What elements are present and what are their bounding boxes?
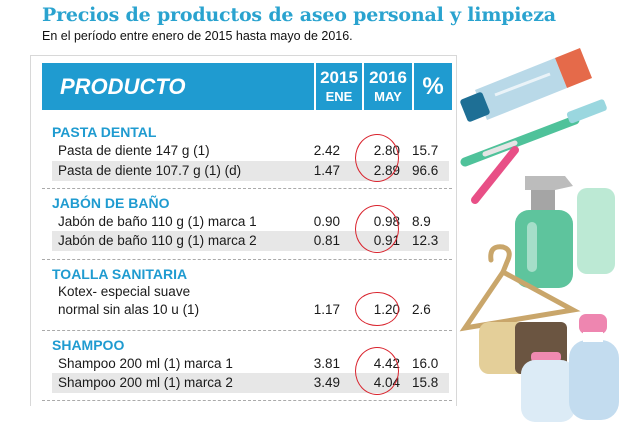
cell-percent: 15.8 bbox=[412, 375, 439, 390]
toothbrush-icon bbox=[460, 99, 607, 204]
cell-may-2016: 2.80 bbox=[373, 143, 400, 158]
section-divider bbox=[42, 259, 452, 260]
column-header-product: PRODUCTO bbox=[60, 74, 186, 99]
table-row: Shampoo 200 ml (1) marca 1 3.81 4.42 16.… bbox=[52, 354, 449, 374]
cell-may-2016: 1.20 bbox=[373, 302, 400, 317]
hanger-icon bbox=[459, 244, 581, 332]
toothpaste-tube-icon bbox=[460, 48, 592, 122]
personal-care-illustration bbox=[459, 48, 619, 422]
section-divider bbox=[42, 188, 452, 189]
table-row: Shampoo 200 ml (1) marca 2 3.49 4.04 15.… bbox=[52, 373, 449, 393]
cell-percent: 8.9 bbox=[412, 214, 431, 229]
column-header-2016: 2016 MAY bbox=[364, 63, 412, 110]
column-header-2015-year: 2015 bbox=[320, 68, 358, 87]
table-row: Pasta de diente 107.7 g (1) (d) 1.47 2.8… bbox=[52, 161, 449, 181]
cell-product: Jabón de baño 110 g (1) marca 2 bbox=[58, 233, 257, 248]
cell-ene-2015: 2.42 bbox=[313, 143, 340, 158]
cell-product: Shampoo 200 ml (1) marca 1 bbox=[58, 356, 233, 371]
chart-subtitle: En el período entre enero de 2015 hasta … bbox=[42, 29, 353, 43]
section-divider bbox=[42, 400, 452, 401]
cell-ene-2015: 1.47 bbox=[313, 163, 340, 178]
column-header-2016-year: 2016 bbox=[369, 68, 407, 87]
section-title-toalla-sanitaria: TOALLA SANITARIA bbox=[52, 266, 188, 282]
cell-may-2016: 2.89 bbox=[373, 163, 400, 178]
cell-may-2016: 0.98 bbox=[373, 214, 400, 229]
cell-ene-2015: 1.17 bbox=[313, 302, 340, 317]
cell-ene-2015: 3.81 bbox=[313, 356, 340, 371]
section-title-shampoo: SHAMPOO bbox=[52, 337, 125, 353]
cell-percent: 2.6 bbox=[412, 302, 431, 317]
cell-product-line1: Kotex- especial suave bbox=[58, 284, 191, 299]
cell-ene-2015: 0.81 bbox=[313, 233, 340, 248]
column-header-2016-month: MAY bbox=[374, 89, 402, 104]
cell-percent: 16.0 bbox=[412, 356, 439, 371]
chart-title: Precios de productos de aseo personal y … bbox=[42, 4, 556, 26]
shampoo-bottle-icon bbox=[521, 314, 619, 422]
cell-product: Shampoo 200 ml (1) marca 2 bbox=[58, 375, 233, 390]
cell-percent: 12.3 bbox=[412, 233, 439, 248]
cell-product: Pasta de diente 107.7 g (1) (d) bbox=[58, 163, 242, 178]
cell-percent: 96.6 bbox=[412, 163, 439, 178]
section-title-jabon-de-bano: JABÓN DE BAÑO bbox=[52, 195, 170, 211]
column-header-percent: % bbox=[422, 73, 444, 100]
cell-product-line2: normal sin alas 10 u (1) bbox=[58, 302, 200, 317]
cell-may-2016: 4.42 bbox=[373, 356, 400, 371]
section-divider bbox=[42, 330, 452, 331]
cell-product: Jabón de baño 110 g (1) marca 1 bbox=[58, 214, 257, 229]
cell-product: Pasta de diente 147 g (1) bbox=[58, 143, 210, 158]
table-row: Jabón de baño 110 g (1) marca 1 0.90 0.9… bbox=[52, 212, 449, 232]
cell-ene-2015: 3.49 bbox=[313, 375, 340, 390]
table-row: Jabón de baño 110 g (1) marca 2 0.81 0.9… bbox=[52, 231, 449, 251]
section-title-pasta-dental: PASTA DENTAL bbox=[52, 124, 157, 140]
table-frame bbox=[30, 55, 457, 406]
table-row: Pasta de diente 147 g (1) 2.42 2.80 15.7 bbox=[52, 141, 449, 161]
table-row: normal sin alas 10 u (1) 1.17 1.20 2.6 bbox=[52, 300, 449, 320]
column-header-2015: 2015 ENE bbox=[316, 63, 362, 110]
cell-percent: 15.7 bbox=[412, 143, 439, 158]
cell-may-2016: 0.91 bbox=[373, 233, 400, 248]
column-header-2015-month: ENE bbox=[325, 89, 353, 104]
cell-ene-2015: 0.90 bbox=[313, 214, 340, 229]
table-header: PRODUCTO 2015 ENE 2016 MAY % bbox=[42, 63, 452, 110]
spray-bottle-icon bbox=[515, 176, 615, 288]
cell-may-2016: 4.04 bbox=[373, 375, 400, 390]
